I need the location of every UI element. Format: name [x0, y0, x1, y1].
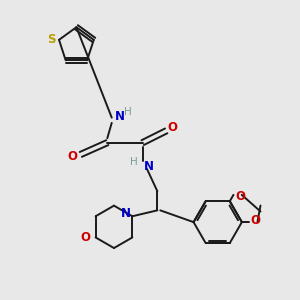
Text: N: N [121, 207, 131, 220]
Text: O: O [251, 214, 261, 227]
Text: H: H [130, 157, 138, 167]
Text: N: N [144, 160, 154, 173]
Text: H: H [124, 107, 132, 117]
Text: O: O [80, 231, 90, 244]
Text: S: S [47, 33, 56, 46]
Text: O: O [235, 190, 245, 203]
Text: O: O [67, 150, 77, 163]
Text: O: O [168, 122, 178, 134]
Text: N: N [115, 110, 125, 123]
